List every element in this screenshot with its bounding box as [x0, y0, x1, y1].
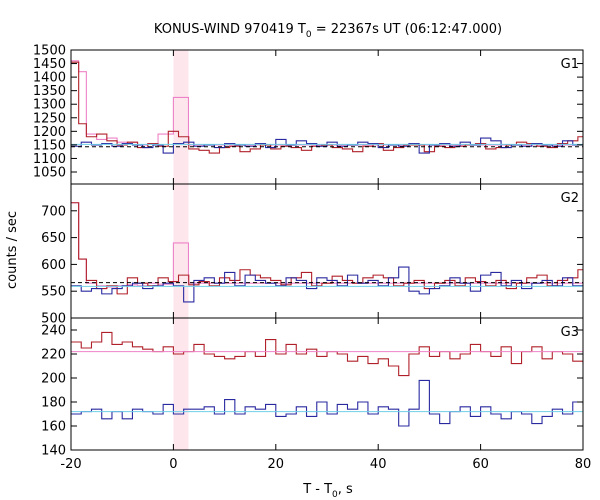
panels: 1500145014001350130012501200115011001050… — [33, 44, 591, 473]
x-tick-label: -20 — [60, 457, 81, 472]
y-tick-label: 550 — [41, 285, 66, 300]
series-line-blue — [71, 379, 583, 427]
y-tick-label: 200 — [41, 372, 66, 387]
series-line-red — [71, 61, 583, 154]
y-tick-label: 1150 — [33, 138, 66, 153]
panel-label: G1 — [561, 57, 579, 72]
y-tick-label: 180 — [41, 396, 66, 411]
y-tick-label: 1300 — [33, 98, 66, 113]
y-tick-label: 1350 — [33, 84, 66, 99]
y-tick-label: 600 — [41, 258, 66, 273]
y-axis-label: counts / sec — [5, 211, 20, 289]
highlight-band — [173, 318, 189, 450]
panel-frame — [70, 183, 584, 319]
chart-title: KONUS-WIND 970419 T0 = 22367s UT (06:12:… — [154, 22, 502, 40]
y-tick-label: 1250 — [33, 111, 66, 126]
y-tick-label: 500 — [41, 312, 66, 327]
y-tick-label: 1100 — [33, 152, 66, 167]
highlight-band — [173, 184, 189, 318]
x-tick-label: 80 — [575, 457, 592, 472]
x-tick-label: 0 — [169, 457, 177, 472]
x-tick-label: 60 — [472, 457, 489, 472]
panel-g3: 240 220 200 180 160 140-20 0 20 40 60 80 G3 — [41, 317, 592, 472]
x-tick-label: 20 — [268, 457, 285, 472]
panel-label: G3 — [561, 325, 579, 340]
panel-frame — [70, 49, 584, 185]
y-tick-label: 140 — [41, 444, 66, 459]
y-tick-label: 220 — [41, 348, 66, 363]
y-tick-label: 650 — [41, 231, 66, 246]
panel-g2: 700 650 600 550 500 G2 — [41, 183, 584, 327]
y-tick-label: 160 — [41, 420, 66, 435]
panel-frame — [70, 317, 584, 451]
highlight-band — [173, 50, 189, 184]
series-line-pink — [71, 202, 583, 288]
series-line-pink — [71, 60, 583, 146]
series-line-blue — [71, 266, 583, 303]
panel-g1: 1500145014001350130012501200115011001050… — [33, 44, 584, 185]
y-tick-label: 1050 — [33, 166, 66, 181]
series-line-red — [71, 331, 583, 377]
x-tick-label: 40 — [370, 457, 387, 472]
y-tick-label: 1200 — [33, 125, 66, 140]
y-tick-label: 1400 — [33, 71, 66, 86]
y-tick-label: 1500 — [33, 44, 66, 59]
x-axis-label: T - T0, s — [302, 482, 353, 500]
y-tick-label: 240 — [41, 324, 66, 339]
panel-label: G2 — [561, 191, 579, 206]
y-tick-label: 1450 — [33, 57, 66, 72]
y-tick-label: 700 — [41, 204, 66, 219]
